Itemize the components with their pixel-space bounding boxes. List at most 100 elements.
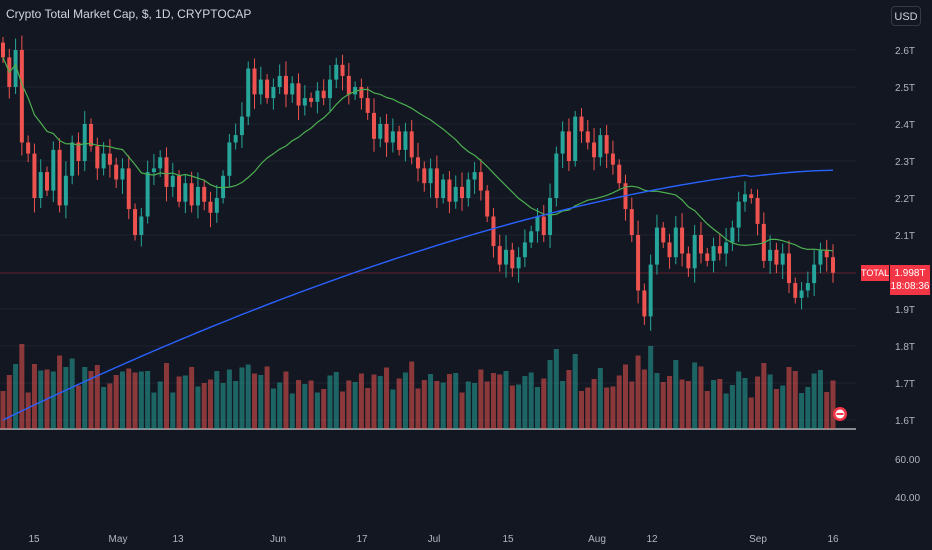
price-tick-label: 1.8T <box>895 342 915 353</box>
volume-bar <box>94 365 100 429</box>
volume-bar <box>478 369 484 429</box>
candle-body <box>315 90 320 102</box>
candle-body <box>246 68 251 117</box>
candle-body <box>698 235 703 254</box>
volume-bar <box>641 369 647 429</box>
candle-body <box>755 198 760 224</box>
volume-bar <box>182 375 188 429</box>
candle-body <box>749 194 754 198</box>
candle-body <box>214 198 219 213</box>
candle-body <box>371 112 376 139</box>
candle-body <box>453 186 458 202</box>
volume-bar <box>578 391 584 429</box>
candle-body <box>692 235 697 269</box>
candle-body <box>818 249 823 265</box>
candle-body <box>321 90 326 99</box>
candle-body <box>617 164 622 184</box>
last-price-box: 1.998T 18:08:36 <box>890 265 930 295</box>
volume-bar <box>126 368 132 429</box>
volume-bar <box>685 381 691 429</box>
volume-bar <box>767 374 773 429</box>
currency-button[interactable]: USD <box>891 6 921 26</box>
volume-bar <box>226 369 232 429</box>
volume-bar <box>358 373 364 429</box>
time-tick-label: 15 <box>502 534 514 545</box>
candle-body <box>805 283 810 291</box>
candle-body <box>38 172 43 198</box>
volume-bar <box>365 388 371 429</box>
candle-body <box>516 257 521 269</box>
candle-body <box>730 227 735 243</box>
volume-bar <box>132 372 138 429</box>
candle-body <box>189 183 194 206</box>
volume-bar <box>239 367 245 429</box>
volume-bar <box>711 380 717 429</box>
candle-body <box>208 201 213 213</box>
volume-bar <box>610 386 616 429</box>
volume-bar <box>591 379 597 429</box>
candle-body <box>271 87 276 99</box>
time-tick-label: May <box>109 534 128 545</box>
candle-body <box>290 83 295 95</box>
candle-body <box>422 168 427 184</box>
candlestick-series <box>1 35 835 331</box>
candle-body <box>472 172 477 180</box>
volume-bar <box>780 385 786 429</box>
status-icon[interactable] <box>833 407 847 421</box>
volume-bar <box>6 375 12 429</box>
volume-bar <box>654 373 660 429</box>
volume-bar <box>792 371 798 429</box>
volume-bar <box>327 375 333 429</box>
volume-bar <box>390 389 396 429</box>
candle-body <box>340 64 345 76</box>
candle-body <box>327 79 332 99</box>
candle-body <box>768 249 773 261</box>
volume-bar <box>277 382 283 429</box>
candle-body <box>51 149 56 191</box>
time-axis[interactable]: 15 May 13 Jun 17 Jul 15 Aug 12 Sep 16 <box>28 534 839 545</box>
price-axis[interactable]: 2.6T 2.5T 2.4T 2.3T 2.2T 2.1T 1.9T 1.8T 1.7T 1.6T <box>895 46 915 427</box>
volume-bar <box>497 374 503 429</box>
candle-body <box>302 98 307 106</box>
volume-bar <box>50 371 56 429</box>
candle-body <box>478 172 483 191</box>
volume-bar <box>717 379 723 429</box>
candle-body <box>13 50 18 87</box>
volume-bar <box>31 364 37 429</box>
price-tick-label: 1.7T <box>895 379 915 390</box>
volume-bar <box>170 392 176 429</box>
volume-bar <box>25 392 31 429</box>
volume-bar <box>560 381 566 429</box>
volume-bar <box>522 376 528 429</box>
volume-bar <box>208 379 213 429</box>
volume-bar <box>63 367 69 429</box>
candle-body <box>585 131 590 143</box>
volume-bar <box>415 388 421 429</box>
candle-body <box>277 75 282 87</box>
candle-body <box>353 87 358 95</box>
volume-bar <box>755 376 761 429</box>
candle-body <box>126 168 131 210</box>
candle-body <box>252 68 257 95</box>
volume-bar <box>817 370 823 429</box>
moving-average-short <box>2 57 834 252</box>
volume-bar <box>604 387 610 429</box>
candle-body <box>642 290 647 317</box>
volume-bar <box>0 391 6 429</box>
volume-bar <box>704 391 710 429</box>
candle-body <box>786 253 791 284</box>
oscillator-tick-label: 40.00 <box>895 493 920 504</box>
candle-body <box>403 131 408 150</box>
volume-bar <box>101 387 107 429</box>
candle-body <box>82 124 87 161</box>
candle-body <box>661 227 666 243</box>
oscillator-tick-label: 60.00 <box>895 455 920 466</box>
candle-body <box>384 124 389 143</box>
volume-bar <box>660 382 666 429</box>
candle-body <box>824 249 829 258</box>
candle-body <box>680 227 685 254</box>
candle-body <box>120 168 125 180</box>
candle-body <box>221 175 226 198</box>
